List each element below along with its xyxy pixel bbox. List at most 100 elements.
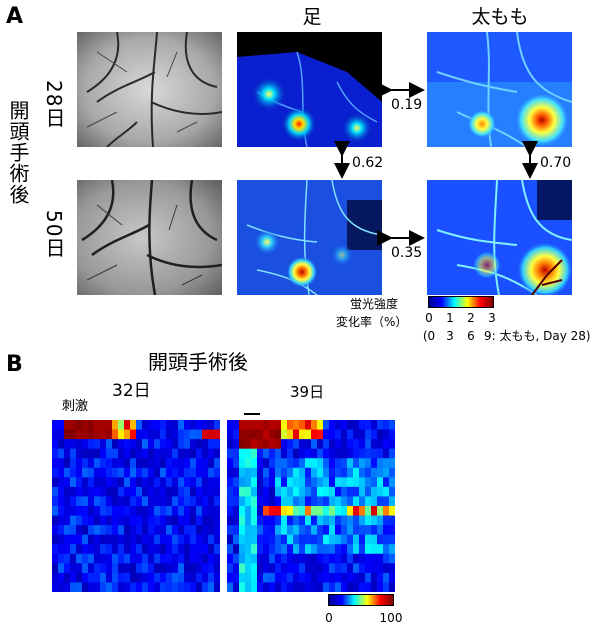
raster-cell	[70, 467, 77, 478]
raster-cell	[287, 582, 294, 592]
raster-cell	[347, 582, 354, 592]
raster-cell	[251, 477, 258, 488]
raster-cell	[353, 486, 360, 498]
raster-cell	[52, 544, 59, 555]
raster-cell	[347, 448, 354, 459]
raster-cell	[88, 525, 95, 536]
raster-cell	[154, 486, 161, 498]
raster-cell	[124, 458, 131, 469]
raster-cell	[383, 429, 390, 440]
raster-cell	[58, 534, 65, 545]
raster-cell	[100, 467, 107, 478]
raster-cell	[94, 544, 101, 555]
raster-cell	[106, 467, 113, 478]
raster-cell	[323, 515, 330, 526]
raster-cell	[323, 553, 330, 564]
raster-cell	[184, 448, 191, 459]
raster-cell	[263, 544, 270, 555]
raster-cell	[239, 563, 246, 574]
raster-cell	[58, 525, 65, 536]
raster-cell	[353, 582, 360, 592]
colorbar-a-tick-0: 0	[425, 311, 433, 325]
raster-cell	[377, 496, 384, 507]
raster-cell	[184, 534, 191, 545]
raster-cell	[305, 486, 312, 498]
raster-cell	[311, 544, 318, 555]
raster-cell	[202, 506, 209, 517]
raster-cell	[329, 534, 336, 545]
raster-cell	[124, 506, 131, 517]
raster-cell	[293, 439, 300, 450]
raster-cell	[263, 486, 270, 498]
raster-cell	[299, 448, 306, 459]
raster-cell	[124, 525, 131, 536]
raster-cell	[341, 477, 348, 488]
raster-cell	[52, 515, 59, 526]
raster-cell	[245, 496, 252, 507]
raster-cell	[257, 534, 264, 545]
raster-cell	[208, 439, 215, 450]
raster-cell	[269, 572, 276, 584]
raster-cell	[227, 544, 234, 555]
raster-cell	[184, 582, 191, 592]
raster-cell	[251, 572, 258, 584]
colorbar-a-tick2-3: 9: 太もも, Day 28)	[484, 329, 591, 343]
raster-cell	[64, 534, 71, 545]
raster-cell	[136, 439, 143, 450]
raster-cell	[88, 553, 95, 564]
raster-cell	[106, 429, 113, 440]
raster-cell	[88, 477, 95, 488]
raster-cell	[76, 458, 83, 469]
raster-cell	[136, 429, 143, 440]
raster-cell	[275, 553, 282, 564]
raster-cell	[317, 534, 324, 545]
raster-cell	[196, 534, 203, 545]
raster-cell	[239, 496, 246, 507]
raster-cell	[323, 496, 330, 507]
raster-cell	[172, 448, 179, 459]
raster-cell	[371, 496, 378, 507]
raster-cell	[227, 563, 234, 574]
raster-cell	[287, 563, 294, 574]
raster-cell	[323, 448, 330, 459]
raster-cell	[347, 572, 354, 584]
raster-cell	[82, 467, 89, 478]
raster-cell	[130, 420, 137, 431]
raster-cell	[275, 496, 282, 507]
raster-cell	[305, 439, 312, 450]
raster-cell	[190, 477, 197, 488]
raster-cell	[299, 477, 306, 488]
raster-cell	[106, 506, 113, 517]
raster-cell	[88, 429, 95, 440]
raster-cell	[202, 582, 209, 592]
raster-cell	[160, 467, 167, 478]
raster-cell	[335, 439, 342, 450]
raster-cell	[214, 467, 220, 478]
raster-cell	[214, 477, 220, 488]
raster-cell	[365, 553, 372, 564]
raster-cell	[52, 534, 59, 545]
raster-cell	[100, 506, 107, 517]
raster-cell	[118, 525, 125, 536]
row-label-day28: 28日	[42, 80, 66, 129]
raster-cell	[178, 458, 185, 469]
raster-cell	[353, 544, 360, 555]
raster-cell	[124, 448, 131, 459]
raster-cell	[353, 458, 360, 469]
raster-cell	[130, 506, 137, 517]
raster-cell	[263, 515, 270, 526]
raster-cell	[263, 534, 270, 545]
raster-cell	[106, 439, 113, 450]
raster-cell	[130, 458, 137, 469]
brain-image-gray-day50	[77, 180, 222, 295]
raster-cell	[239, 448, 246, 459]
raster-cell	[160, 458, 167, 469]
raster-cell	[160, 544, 167, 555]
raster-cell	[76, 467, 83, 478]
raster-cell	[251, 458, 258, 469]
raster-cell	[184, 458, 191, 469]
raster-cell	[389, 486, 395, 498]
raster-cell	[94, 467, 101, 478]
raster-cell	[383, 467, 390, 478]
raster-cell	[112, 458, 119, 469]
